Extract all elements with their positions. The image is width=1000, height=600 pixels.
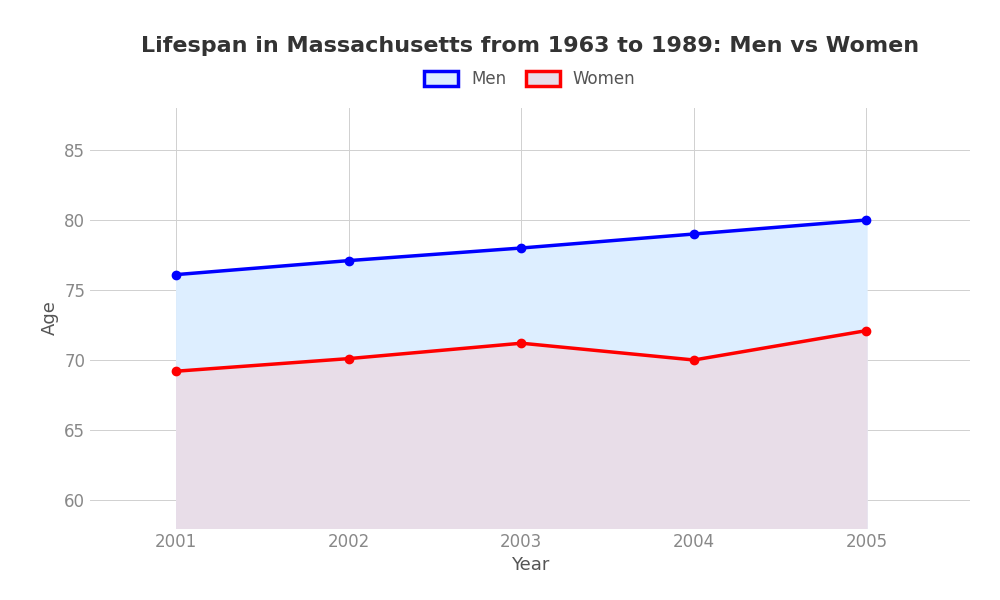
X-axis label: Year: Year xyxy=(511,556,549,574)
Title: Lifespan in Massachusetts from 1963 to 1989: Men vs Women: Lifespan in Massachusetts from 1963 to 1… xyxy=(141,37,919,56)
Y-axis label: Age: Age xyxy=(41,301,59,335)
Legend: Men, Women: Men, Women xyxy=(416,62,644,97)
